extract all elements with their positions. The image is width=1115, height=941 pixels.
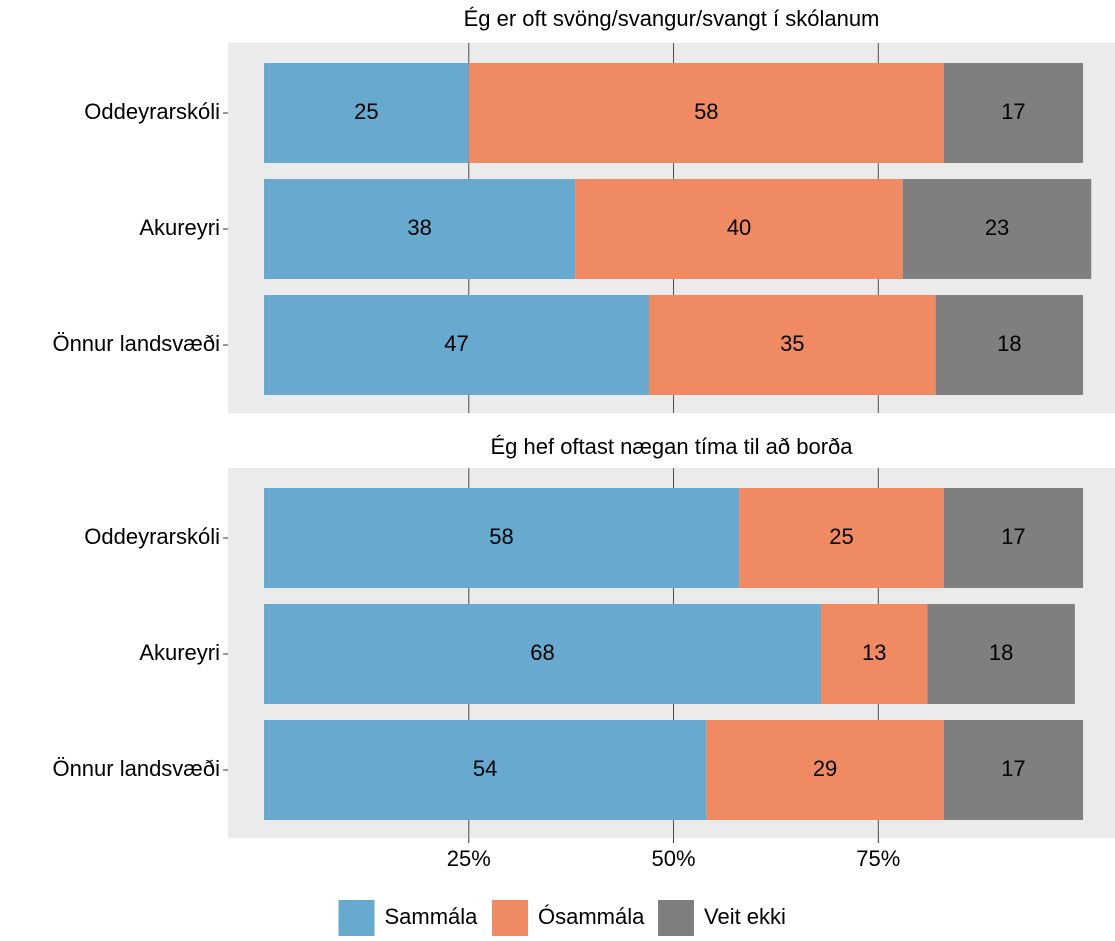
data-label: 58 bbox=[489, 524, 513, 549]
bar-segment bbox=[927, 604, 1075, 704]
y-tick-label: Önnur landsvæði bbox=[52, 756, 220, 781]
bar-segment bbox=[264, 179, 576, 279]
data-label: 40 bbox=[727, 215, 751, 240]
data-label: 17 bbox=[1001, 99, 1025, 124]
data-label: 47 bbox=[444, 331, 468, 356]
data-label: 13 bbox=[862, 640, 886, 665]
y-tick-label: Akureyri bbox=[139, 215, 220, 240]
y-tick-label: Oddeyrarskóli bbox=[84, 99, 220, 124]
data-label: 18 bbox=[989, 640, 1013, 665]
legend-label: Ósammála bbox=[538, 904, 645, 929]
legend-label: Sammála bbox=[385, 904, 479, 929]
legend-swatch bbox=[658, 900, 694, 936]
data-label: 25 bbox=[354, 99, 378, 124]
data-label: 54 bbox=[473, 756, 497, 781]
bar-segment bbox=[264, 604, 821, 704]
data-label: 58 bbox=[694, 99, 718, 124]
bar-segment bbox=[264, 63, 469, 163]
x-tick-label: 75% bbox=[856, 846, 900, 871]
bar-segment bbox=[264, 720, 707, 820]
bar-segment bbox=[264, 488, 740, 588]
bar-segment bbox=[264, 295, 649, 395]
data-label: 17 bbox=[1001, 756, 1025, 781]
bar-segment bbox=[468, 63, 944, 163]
data-label: 38 bbox=[407, 215, 431, 240]
x-tick-label: 50% bbox=[652, 846, 696, 871]
panel-title: Ég er oft svöng/svangur/svangt í skólanu… bbox=[464, 6, 880, 31]
data-label: 29 bbox=[813, 756, 837, 781]
bar-segment bbox=[943, 720, 1084, 820]
data-label: 23 bbox=[985, 215, 1009, 240]
panel-title: Ég hef oftast nægan tíma til að borða bbox=[490, 434, 853, 459]
data-label: 68 bbox=[530, 640, 554, 665]
bar-segment bbox=[943, 63, 1084, 163]
bar-segment bbox=[943, 488, 1084, 588]
bar-segment bbox=[648, 295, 936, 395]
bar-segment bbox=[739, 488, 944, 588]
y-tick-label: Akureyri bbox=[139, 640, 220, 665]
data-label: 17 bbox=[1001, 524, 1025, 549]
bar-segment bbox=[575, 179, 903, 279]
data-label: 35 bbox=[780, 331, 804, 356]
legend-swatch bbox=[492, 900, 528, 936]
data-label: 25 bbox=[829, 524, 853, 549]
legend-label: Veit ekki bbox=[704, 904, 786, 929]
bar-segment bbox=[935, 295, 1084, 395]
legend-swatch bbox=[338, 900, 375, 936]
bar-segment bbox=[902, 179, 1092, 279]
y-tick-label: Önnur landsvæði bbox=[52, 331, 220, 356]
data-label: 18 bbox=[997, 331, 1021, 356]
bar-segment bbox=[706, 720, 944, 820]
y-tick-label: Oddeyrarskóli bbox=[84, 524, 220, 549]
bar-segment bbox=[820, 604, 928, 704]
x-tick-label: 25% bbox=[447, 846, 491, 871]
